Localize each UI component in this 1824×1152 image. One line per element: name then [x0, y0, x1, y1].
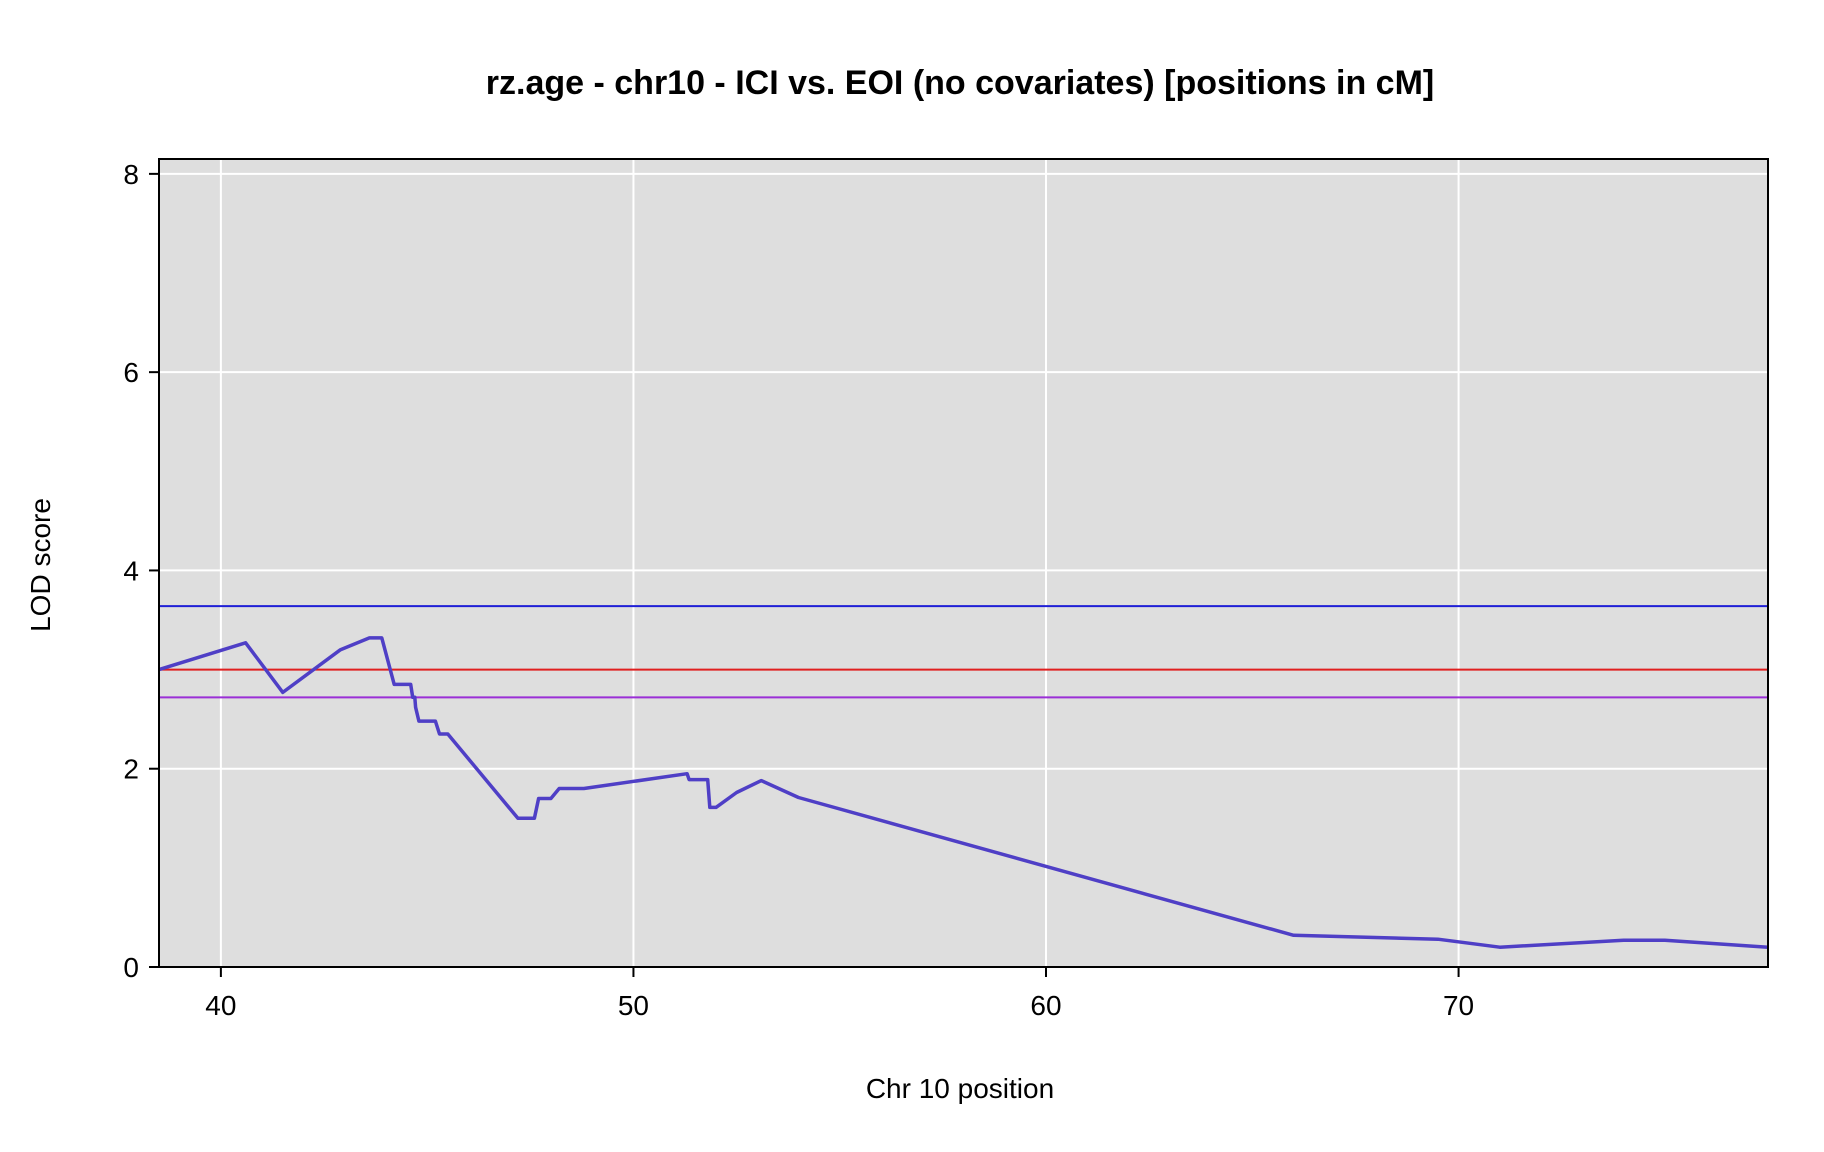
y-tick-label: 4 — [123, 555, 139, 586]
x-tick-label: 40 — [205, 990, 236, 1021]
x-tick-label: 70 — [1443, 990, 1474, 1021]
y-axis-ticks: 0 2 4 6 8 — [123, 159, 159, 983]
plot-background — [159, 159, 1768, 967]
threshold-lines — [159, 605, 1768, 699]
x-tick-label: 50 — [618, 990, 649, 1021]
lod-series — [158, 636, 1769, 949]
chart-title: rz.age - chr10 - ICI vs. EOI (no covaria… — [486, 64, 1434, 102]
y-tick-label: 6 — [123, 357, 139, 388]
y-tick-label: 2 — [123, 754, 139, 785]
x-tick-label: 60 — [1030, 990, 1061, 1021]
x-axis-label: Chr 10 position — [866, 1073, 1054, 1104]
y-tick-label: 8 — [123, 159, 139, 190]
plot-frame — [158, 158, 1769, 968]
y-tick-label: 0 — [123, 952, 139, 983]
lod-line — [158, 636, 1769, 949]
x-axis-ticks: 40 50 60 70 — [205, 967, 1474, 1021]
y-axis-label: LOD score — [25, 498, 56, 632]
